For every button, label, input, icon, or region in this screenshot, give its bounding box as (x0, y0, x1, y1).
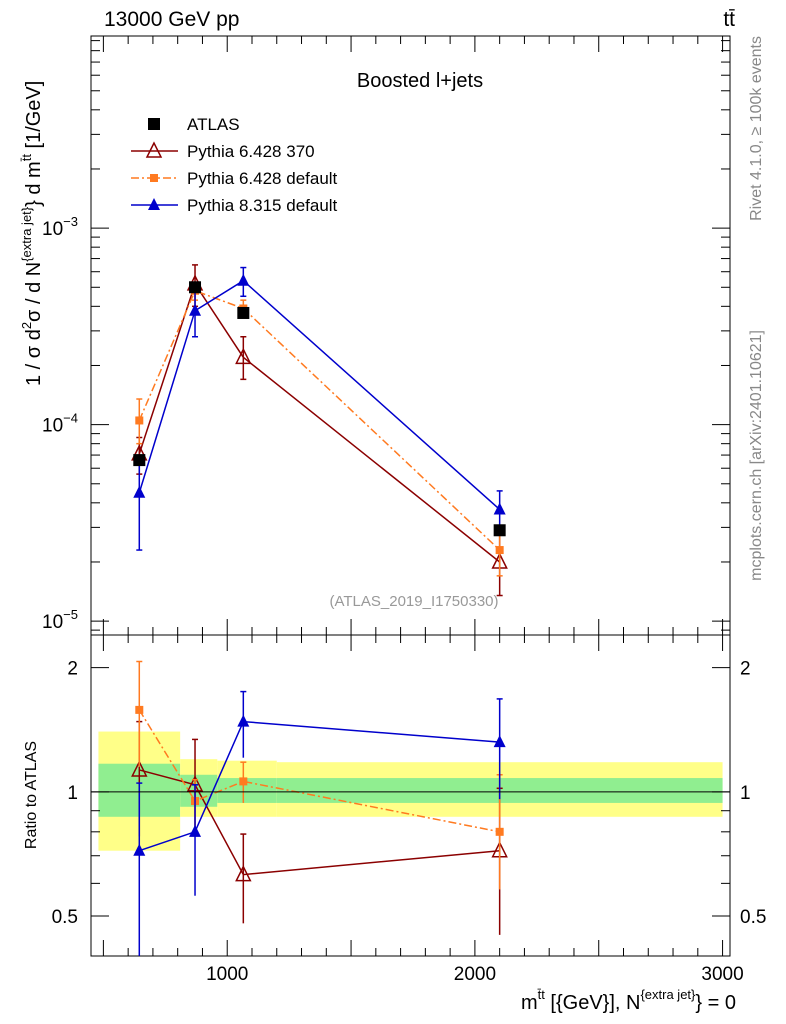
series-layer (131, 264, 508, 956)
marker-ratio-2-3 (495, 827, 504, 836)
marker-ratio-3-2 (237, 714, 250, 727)
legend-entry-0: ATLAS (148, 115, 240, 134)
marker-main-3-0 (133, 485, 146, 498)
marker-main-0-0 (133, 454, 146, 467)
legend-label-1: Pythia 6.428 370 (187, 142, 315, 161)
marker-main-0-1 (189, 281, 202, 294)
series-line-main-1 (138, 282, 501, 563)
ratio-y-tick-label-right-2: 2 (740, 659, 751, 680)
legend-marker-0 (148, 118, 160, 130)
main-y-tick-label-1: 10−4 (42, 411, 78, 437)
main-y-tick-label-0: 10−5 (42, 607, 78, 633)
series-line-ratio-3 (139, 720, 500, 852)
axis-ticks: 1000 2000 3000 10−5 10−4 10−3 0.5 0.5 1 1 2 2 (42, 36, 766, 985)
marker-ratio-1-0 (131, 760, 148, 777)
marker-ratio-1-2 (235, 864, 252, 882)
ratio-y-axis-label: Ratio to ATLAS (23, 741, 40, 849)
marker-ratio-2-0 (135, 705, 144, 714)
main-y-axis-label: 1 / σ d2σ / d N{extra jet}} d mt̄t [1/Ge… (19, 81, 45, 386)
series-0 (133, 281, 506, 537)
marker-main-2-0 (135, 416, 144, 425)
legend-marker-3 (148, 198, 160, 210)
legend-label-0: ATLAS (187, 115, 240, 134)
marker-ratio-2-2 (239, 777, 248, 786)
analysis-label: (ATLAS_2019_I1750330) (329, 593, 498, 610)
marker-main-1-2 (235, 347, 252, 365)
x-tick-label-0: 1000 (206, 964, 248, 985)
rivet-label: Rivet 4.1.0, ≥ 100k events (748, 36, 765, 221)
x-axis-label: mt̄t [{GeV}], N{extra jet}} = 0 (521, 987, 736, 1014)
legend-label-3: Pythia 8.315 default (187, 196, 338, 215)
legend-marker-2 (150, 174, 158, 182)
ratio-y-tick-label-left-0: 0.5 (52, 907, 78, 928)
marker-main-0-2 (237, 306, 250, 319)
series-line-main-3 (138, 279, 501, 511)
ratio-y-tick-label-right-0: 0.5 (740, 907, 766, 928)
marker-main-2-3 (495, 546, 504, 555)
ratio-panel-frame (90, 634, 731, 957)
marker-ratio-3-1 (189, 824, 202, 837)
marker-main-0-3 (493, 524, 506, 537)
legend-label-2: Pythia 6.428 default (187, 169, 338, 188)
energy-label: 13000 GeV pp (104, 8, 239, 31)
main-y-tick-label-2: 10−3 (42, 214, 78, 240)
source-label: mcplots.cern.ch [arXiv:2401.10621] (748, 330, 765, 581)
legend: ATLAS Pythia 6.428 370 Pythia 6.428 defaul… (131, 115, 338, 215)
series-line-main-2 (138, 289, 501, 551)
legend-marker-1 (145, 141, 163, 158)
legend-entry-3: Pythia 8.315 default (131, 196, 338, 215)
series-line-ratio-1 (139, 769, 500, 876)
ratio-y-tick-label-right-1: 1 (740, 783, 751, 804)
legend-entry-1: Pythia 6.428 370 (131, 141, 315, 161)
legend-entry-2: Pythia 6.428 default (131, 169, 338, 188)
marker-ratio-3-0 (133, 843, 146, 856)
series-line-ratio-2 (138, 709, 500, 833)
x-tick-label-1: 2000 (454, 964, 496, 985)
marker-main-3-3 (493, 502, 506, 515)
series-3 (133, 266, 506, 956)
process-label: tt̄ (723, 8, 735, 31)
x-tick-label-2: 3000 (701, 964, 743, 985)
ratio-y-tick-label-left-1: 1 (67, 783, 78, 804)
chart-title: Boosted l+jets (357, 70, 483, 92)
marker-main-3-2 (237, 273, 250, 286)
marker-main-3-1 (189, 303, 202, 316)
ratio-y-tick-label-left-2: 2 (67, 659, 78, 680)
marker-ratio-3-3 (493, 735, 506, 748)
